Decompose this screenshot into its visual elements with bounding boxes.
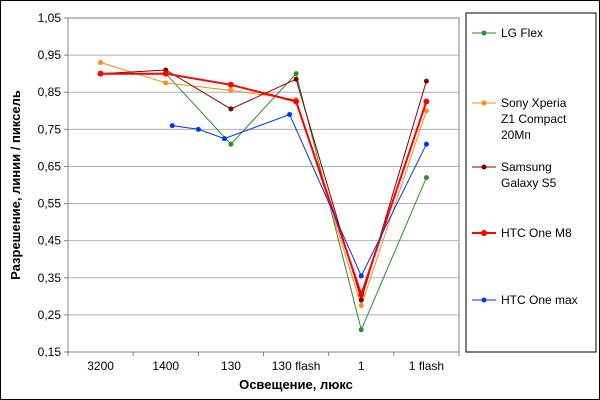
y-tick-label: 0,85 bbox=[38, 85, 62, 99]
y-tick-label: 0,65 bbox=[38, 159, 62, 173]
x-tick-label: 1 flash bbox=[409, 359, 444, 373]
y-axis-title: Разрешение, линии / пиксель bbox=[8, 90, 23, 280]
plot-area bbox=[67, 17, 460, 353]
data-point bbox=[293, 98, 300, 105]
data-point bbox=[195, 126, 201, 132]
y-tick-label: 0,95 bbox=[38, 48, 62, 62]
y-tick-label: 0,75 bbox=[38, 122, 62, 136]
y-tick-label: 0,15 bbox=[38, 345, 62, 359]
data-point bbox=[423, 175, 429, 181]
legend-swatch-marker bbox=[481, 230, 487, 236]
legend-swatch-marker bbox=[481, 30, 487, 36]
data-point bbox=[97, 70, 104, 77]
data-point bbox=[228, 87, 234, 93]
legend-label: Sony Xperia Z1 Compact 20Мп bbox=[501, 96, 567, 142]
data-point bbox=[423, 78, 429, 84]
data-point bbox=[228, 141, 234, 147]
legend-label: HTC One max bbox=[501, 293, 578, 307]
series-line bbox=[100, 62, 427, 308]
legend-label: LG Flex bbox=[501, 26, 543, 40]
data-point bbox=[162, 70, 169, 77]
data-point bbox=[287, 111, 293, 117]
data-point bbox=[228, 106, 234, 112]
data-point bbox=[423, 108, 429, 114]
legend-label: Samsung Galaxy S5 bbox=[501, 160, 557, 190]
data-point bbox=[227, 81, 234, 88]
y-tick-label: 1,05 bbox=[38, 11, 62, 25]
series-line bbox=[100, 72, 428, 298]
x-axis-title: Освещение, люкс bbox=[239, 377, 353, 392]
data-point bbox=[423, 98, 430, 105]
y-tick-labels: 0,15 0,25 0,35 0,45 0,55 0,65 0,75 0,85 0,95 1,05 bbox=[38, 11, 62, 359]
legend-box bbox=[465, 12, 597, 353]
y-tick-label: 0,45 bbox=[38, 234, 62, 248]
data-point bbox=[163, 80, 169, 86]
data-point bbox=[358, 303, 364, 309]
data-point bbox=[358, 291, 365, 298]
y-tick-label: 0,55 bbox=[38, 197, 62, 211]
x-tick-label: 1 bbox=[358, 359, 365, 373]
x-tick-labels: 3200 1400 130 130 flash 1 1 flash bbox=[87, 359, 444, 373]
data-point bbox=[423, 141, 429, 147]
y-tick-label: 0,35 bbox=[38, 271, 62, 285]
legend-swatch-marker bbox=[481, 297, 487, 303]
y-tick-label: 0,25 bbox=[38, 308, 62, 322]
legend-label: HTC One M8 bbox=[501, 226, 572, 240]
data-point bbox=[358, 327, 364, 333]
data-point bbox=[293, 71, 299, 77]
x-tick-label: 130 bbox=[221, 359, 241, 373]
x-tick-label: 3200 bbox=[87, 359, 114, 373]
series-line bbox=[172, 113, 427, 278]
legend-swatch-marker bbox=[481, 164, 487, 170]
data-point bbox=[358, 273, 364, 279]
data-point bbox=[221, 136, 227, 142]
x-tick-label: 130 flash bbox=[272, 359, 321, 373]
legend: LG Flex Sony Xperia Z1 Compact 20Мп Samsung G… bbox=[472, 26, 578, 307]
data-point bbox=[358, 297, 364, 303]
gridlines bbox=[64, 17, 460, 356]
data-point bbox=[98, 60, 104, 66]
data-point bbox=[169, 123, 175, 129]
x-tick-label: 1400 bbox=[152, 359, 179, 373]
data-point bbox=[293, 76, 299, 82]
legend-swatch-marker bbox=[481, 100, 487, 106]
series-lines bbox=[97, 60, 430, 333]
